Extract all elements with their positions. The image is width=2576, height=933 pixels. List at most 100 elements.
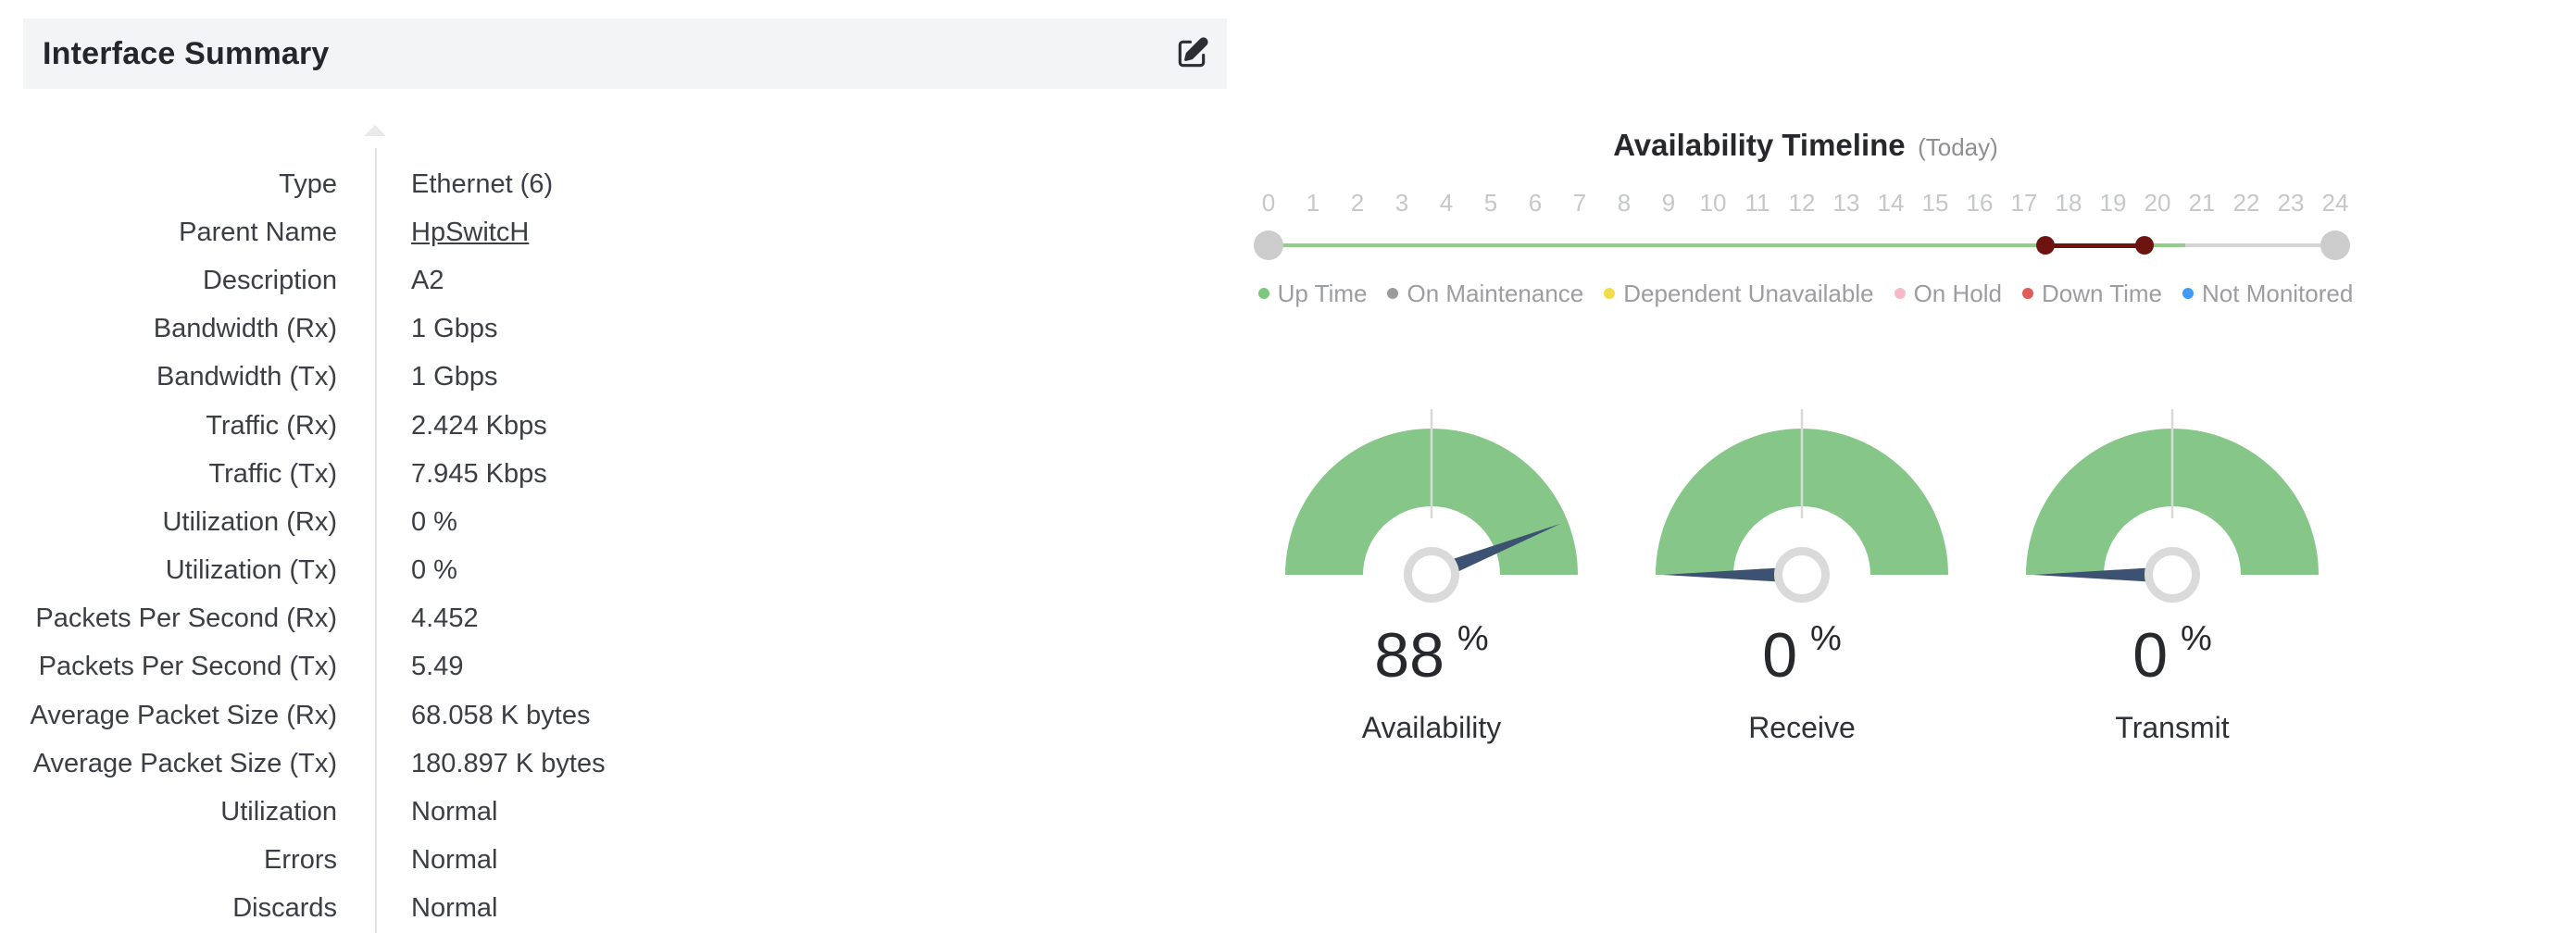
hour-tick-label: 4 bbox=[1439, 189, 1454, 217]
legend-item: Up Time bbox=[1257, 279, 1368, 308]
availability-gauge bbox=[1285, 409, 1578, 603]
availability-unit: % bbox=[1457, 619, 1489, 658]
timeline-handle-left[interactable] bbox=[1254, 230, 1283, 260]
row-value: A2 bbox=[411, 265, 444, 295]
legend-label: Down Time bbox=[2041, 279, 2163, 307]
row-label: Utilization (Rx) bbox=[162, 506, 337, 537]
hour-tick-label: 8 bbox=[1617, 189, 1632, 217]
timeline-segment-up bbox=[2144, 243, 2186, 247]
legend-label: On Hold bbox=[1913, 279, 2002, 307]
hour-tick-label: 1 bbox=[1306, 189, 1320, 217]
table-row: Errors Normal bbox=[23, 837, 1227, 885]
table-row: Average Packet Size (Rx) 68.058 K bytes bbox=[23, 691, 1227, 740]
edit-button[interactable] bbox=[1171, 33, 1212, 74]
hour-tick-label: 0 bbox=[1261, 189, 1276, 217]
row-value: 180.897 K bytes bbox=[411, 748, 606, 778]
receive-gauge-value: 0% bbox=[1617, 616, 1987, 694]
transmit-gauge-value: 0% bbox=[1987, 616, 2357, 694]
row-label: Average Packet Size (Rx) bbox=[30, 700, 338, 730]
row-value: Normal bbox=[411, 797, 498, 827]
transmit-value: 0 bbox=[2132, 620, 2169, 690]
legend-label: Dependent Unavailable bbox=[1623, 279, 1874, 307]
transmit-gauge-label: Transmit bbox=[2115, 711, 2230, 744]
row-label: Utilization bbox=[220, 797, 337, 827]
table-row: Average Packet Size (Tx) 180.897 K bytes bbox=[23, 740, 1227, 788]
hour-tick-label: 9 bbox=[1661, 189, 1676, 217]
table-row: Utilization (Tx) 0 % bbox=[23, 547, 1227, 595]
hour-tick-label: 19 bbox=[2099, 189, 2127, 217]
row-value: 1 Gbps bbox=[411, 314, 498, 344]
row-label: Bandwidth (Tx) bbox=[156, 362, 337, 392]
timeline-segment-up bbox=[1269, 243, 2046, 247]
hour-tick-label: 18 bbox=[2055, 189, 2082, 217]
availability-value: 88 bbox=[1374, 620, 1444, 690]
hour-tick-label: 10 bbox=[1699, 189, 1727, 217]
legend-dot-icon bbox=[1894, 288, 1906, 299]
row-value: Normal bbox=[411, 845, 498, 876]
row-value: 0 % bbox=[411, 555, 457, 586]
timeline-legend: Up Time On Maintenance Dependent Unavailab… bbox=[1241, 280, 2370, 307]
interface-summary-header: Interface Summary bbox=[23, 19, 1227, 89]
table-row: Description A2 bbox=[23, 256, 1227, 305]
availability-gauge-label: Availability bbox=[1361, 711, 1502, 744]
table-row: Type Ethernet (6) bbox=[23, 160, 1227, 208]
legend-item: On Maintenance bbox=[1387, 280, 1583, 308]
row-label: Discards bbox=[232, 893, 337, 924]
hour-tick-label: 12 bbox=[1788, 189, 1816, 217]
legend-label: Up Time bbox=[1277, 279, 1368, 307]
hour-tick-label: 2 bbox=[1350, 189, 1365, 217]
legend-label: Not Monitored bbox=[2202, 279, 2354, 307]
legend-item: Not Monitored bbox=[2182, 280, 2353, 308]
hour-tick-label: 7 bbox=[1572, 189, 1587, 217]
hour-tick-label: 24 bbox=[2321, 189, 2349, 217]
timeline-title-text: Availability Timeline bbox=[1613, 128, 1906, 162]
timeline-hour-ticks: 0 1 2 3 4 5 6 7 8 9 10 11 12 13 14 15 16 17 18 19 20 21 22 23 24 bbox=[1241, 188, 2370, 218]
table-row: Bandwidth (Tx) 1 Gbps bbox=[23, 354, 1227, 402]
row-label: Average Packet Size (Tx) bbox=[32, 748, 337, 778]
panel-title: Interface Summary bbox=[43, 35, 330, 71]
transmit-gauge bbox=[2026, 409, 2319, 603]
table-row: Packets Per Second (Tx) 5.49 bbox=[23, 643, 1227, 691]
table-row: Packets Per Second (Rx) 4.452 bbox=[23, 595, 1227, 643]
hour-tick-label: 16 bbox=[1966, 189, 1994, 217]
timeline-title: Availability Timeline (Today) bbox=[1241, 126, 2370, 171]
row-value[interactable]: HpSwitcH bbox=[411, 218, 529, 248]
table-row: Discards Normal bbox=[23, 885, 1227, 933]
row-label: Traffic (Rx) bbox=[206, 410, 337, 441]
legend-dot-icon bbox=[1604, 288, 1616, 299]
row-value: Ethernet (6) bbox=[411, 168, 554, 199]
row-value: 4.452 bbox=[411, 603, 479, 634]
downtime-marker-dot bbox=[2134, 236, 2154, 255]
row-label: Parent Name bbox=[179, 217, 337, 247]
table-row: Bandwidth (Rx) 1 Gbps bbox=[23, 305, 1227, 354]
hour-tick-label: 13 bbox=[1832, 189, 1860, 217]
row-value: 1 Gbps bbox=[411, 362, 498, 392]
hour-tick-label: 5 bbox=[1483, 189, 1498, 217]
table-row: Utilization (Rx) 0 % bbox=[23, 498, 1227, 546]
table-row: Traffic (Rx) 2.424 Kbps bbox=[23, 402, 1227, 450]
collapse-caret-icon[interactable] bbox=[364, 125, 386, 136]
timeline-handle-right[interactable] bbox=[2320, 230, 2350, 260]
row-value: 7.945 Kbps bbox=[411, 458, 547, 489]
row-label: Packets Per Second (Tx) bbox=[38, 652, 337, 682]
row-value: 0 % bbox=[411, 506, 457, 537]
legend-dot-icon bbox=[1257, 288, 1269, 299]
row-label: Bandwidth (Rx) bbox=[153, 314, 337, 344]
row-label: Utilization (Tx) bbox=[165, 555, 337, 586]
row-label: Errors bbox=[264, 845, 337, 876]
parent-device-link[interactable]: HpSwitcH bbox=[411, 217, 530, 247]
table-row: Utilization Normal bbox=[23, 788, 1227, 836]
hour-tick-label: 6 bbox=[1528, 189, 1543, 217]
row-value: 5.49 bbox=[411, 652, 464, 682]
edit-icon bbox=[1178, 37, 1208, 68]
transmit-unit: % bbox=[2181, 619, 2212, 658]
hour-tick-label: 14 bbox=[1877, 189, 1905, 217]
hour-tick-label: 20 bbox=[2144, 189, 2171, 217]
receive-value: 0 bbox=[1762, 620, 1798, 690]
legend-label: On Maintenance bbox=[1407, 279, 1584, 307]
downtime-marker-dot bbox=[2036, 236, 2056, 255]
timeline-segment-down bbox=[2045, 243, 2145, 248]
hour-tick-label: 22 bbox=[2232, 189, 2260, 217]
hour-tick-label: 3 bbox=[1394, 189, 1409, 217]
legend-item: On Hold bbox=[1894, 280, 2002, 308]
